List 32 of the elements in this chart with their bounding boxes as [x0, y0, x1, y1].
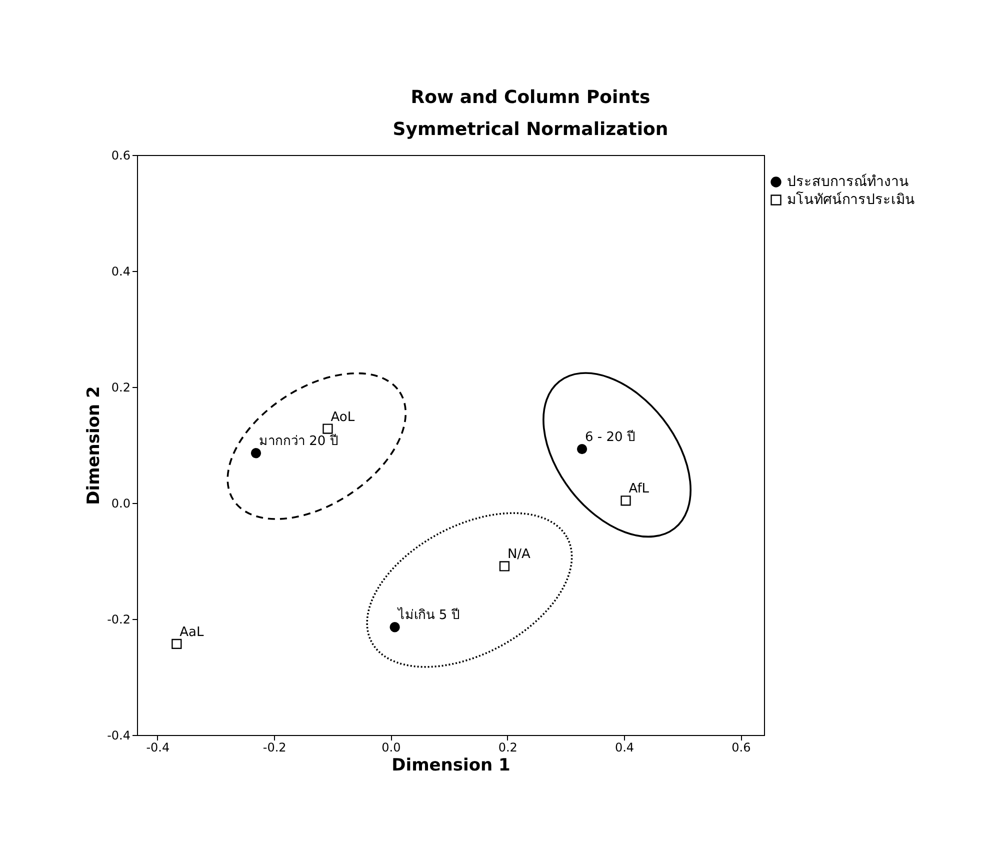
x-tick-label: 0.6 — [732, 740, 751, 754]
point — [172, 638, 182, 650]
x-tick-label: 0.4 — [614, 740, 634, 754]
annotation: N/A — [507, 547, 531, 562]
annotation: 6 - 20 ปี — [585, 429, 635, 446]
chart-title: Row and Column Points — [410, 87, 650, 108]
x-tick-label: 0.0 — [382, 740, 401, 754]
legend-label: ประสบการณ์ทำงาน — [787, 173, 909, 190]
x-tick-label: -0.2 — [262, 740, 286, 754]
y-tick-label: -0.2 — [107, 612, 130, 626]
annotation: AoL — [330, 410, 356, 425]
legend-label: มโนทัศน์การประเมิน — [787, 191, 915, 208]
point — [250, 448, 262, 458]
point — [576, 444, 588, 454]
annotation: ไม่เกิน 5 ปี — [396, 607, 460, 624]
y-axis-title: Dimension 2 — [84, 386, 104, 505]
point — [620, 496, 631, 506]
y-tick-label: 0.0 — [111, 496, 130, 510]
point — [390, 622, 400, 632]
x-tick-label: -0.4 — [146, 740, 170, 754]
point — [499, 561, 510, 572]
y-tick-label: 0.6 — [111, 148, 130, 162]
y-tick-label: 0.2 — [111, 380, 130, 394]
point — [322, 424, 333, 434]
chart-subtitle: Symmetrical Normalization — [392, 119, 668, 140]
annotation: AfL — [628, 482, 650, 497]
y-tick-label: 0.4 — [111, 264, 130, 278]
x-axis-title: Dimension 1 — [392, 756, 510, 776]
x-tick-label: 0.2 — [498, 740, 518, 754]
y-tick-label: -0.4 — [107, 728, 130, 742]
annotation: AaL — [180, 624, 205, 640]
annotation: มากกว่า 20 ปี — [258, 433, 338, 450]
